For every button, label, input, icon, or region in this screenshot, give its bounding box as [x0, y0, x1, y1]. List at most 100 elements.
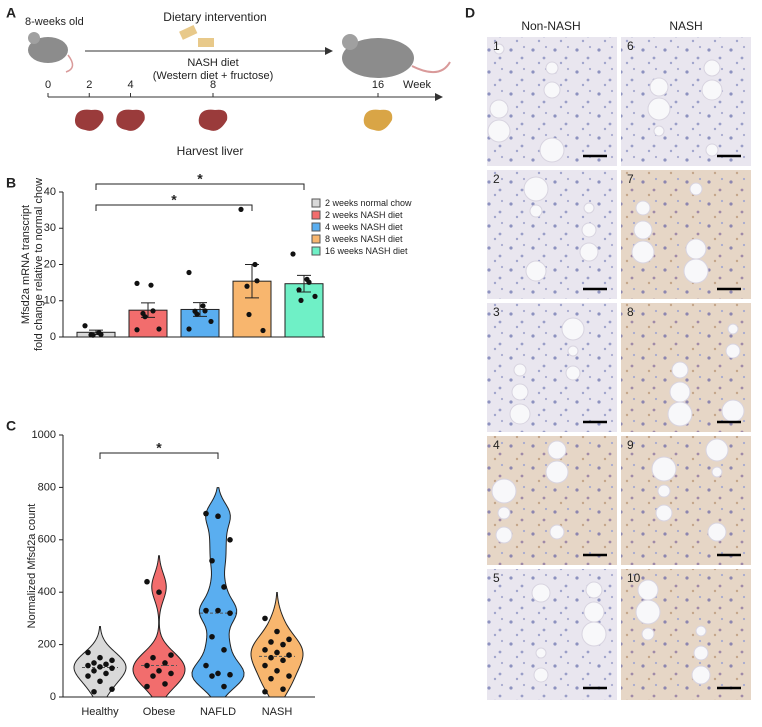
lipid-droplet	[585, 581, 603, 599]
data-point	[290, 251, 296, 257]
data-point	[91, 668, 97, 674]
data-point	[150, 654, 156, 661]
liver	[116, 109, 145, 131]
data-point	[144, 662, 150, 669]
mouse-tail	[411, 61, 451, 73]
data-point	[215, 513, 221, 520]
lipid-droplet	[711, 466, 723, 478]
lipid-droplet	[683, 258, 709, 284]
data-point	[202, 308, 208, 314]
lipid-droplet	[707, 522, 727, 542]
lipid-droplet	[641, 627, 655, 641]
lipid-droplet	[529, 204, 543, 218]
data-point	[215, 670, 221, 677]
y-axis-label: fold change relative to normal chow	[33, 178, 45, 351]
y-tick-label: 10	[44, 295, 56, 307]
data-point	[260, 327, 266, 334]
diet-detail: (Western diet + fructose)	[153, 70, 274, 82]
y-tick-label: 30	[44, 222, 56, 234]
liver	[363, 109, 393, 131]
x-tick-label: NAFLD	[200, 706, 236, 718]
data-point	[156, 668, 162, 674]
data-point	[109, 665, 115, 671]
y-tick-label: 800	[38, 481, 56, 493]
liver	[198, 109, 228, 131]
data-point	[298, 297, 304, 303]
image-number: 9	[627, 438, 634, 452]
data-point	[268, 639, 274, 645]
data-point	[227, 671, 233, 678]
y-tick-label: 0	[50, 691, 56, 703]
lipid-droplet	[635, 200, 651, 216]
data-point	[97, 654, 103, 661]
lipid-droplet	[721, 399, 745, 423]
data-point	[156, 589, 162, 595]
lipid-droplet	[533, 667, 549, 683]
panel-label: A	[6, 5, 16, 21]
data-point	[144, 683, 150, 690]
significance-bracket	[99, 452, 219, 459]
lipid-droplet	[695, 625, 707, 637]
mouse-tail	[65, 54, 74, 73]
lipid-droplet	[667, 401, 693, 427]
lipid-droplet	[691, 665, 711, 685]
legend-swatch	[311, 210, 321, 220]
histology-image	[621, 436, 751, 565]
timeline-label: 16	[372, 79, 384, 91]
data-point	[148, 282, 154, 288]
data-point	[274, 668, 280, 674]
x-tick-label: Obese	[143, 706, 175, 718]
data-point	[306, 279, 312, 285]
lipid-droplet	[513, 363, 527, 377]
data-point	[97, 678, 103, 685]
mouse-ear	[342, 34, 358, 50]
data-point	[244, 283, 250, 289]
lipid-droplet	[685, 238, 707, 260]
data-point	[85, 662, 91, 669]
mouse-ear	[28, 32, 40, 44]
data-point	[262, 662, 268, 669]
image-number: 1	[493, 39, 500, 53]
image-number: 2	[493, 172, 500, 186]
significance-label: *	[156, 440, 162, 456]
data-point	[103, 670, 109, 677]
legend-label: 8 weeks NASH diet	[325, 234, 403, 244]
lipid-droplet	[547, 440, 567, 460]
pellet	[179, 24, 198, 40]
data-point	[203, 607, 209, 614]
lipid-droplet	[567, 345, 579, 357]
data-point	[168, 652, 174, 658]
data-point	[274, 649, 280, 656]
data-point	[144, 578, 150, 585]
lipid-droplet	[493, 43, 505, 55]
histology-image	[487, 170, 617, 299]
lipid-droplet	[523, 176, 549, 202]
data-point	[227, 610, 233, 616]
lipid-droplet	[635, 599, 661, 625]
data-point	[91, 660, 97, 666]
data-point	[286, 652, 292, 658]
violin	[191, 487, 245, 698]
significance-label: *	[197, 171, 203, 187]
legend-label: 16 weeks NASH diet	[325, 246, 408, 256]
lipid-droplet	[509, 403, 531, 425]
data-point	[246, 311, 252, 318]
data-point	[268, 654, 274, 661]
data-point	[186, 326, 192, 332]
data-point	[85, 673, 91, 679]
data-point	[238, 206, 244, 212]
data-point	[162, 681, 168, 687]
panel-label: D	[465, 5, 475, 21]
data-point	[90, 332, 96, 338]
violin	[132, 555, 186, 698]
lipid-droplet	[531, 583, 551, 603]
liver	[74, 109, 104, 131]
image-number: 7	[627, 172, 634, 186]
data-point	[227, 537, 233, 543]
lipid-droplet	[525, 260, 547, 282]
data-point	[98, 331, 104, 338]
y-tick-label: 0	[50, 331, 56, 343]
column-header: NASH	[669, 19, 702, 33]
data-point	[150, 673, 156, 679]
lipid-droplet	[637, 579, 659, 601]
